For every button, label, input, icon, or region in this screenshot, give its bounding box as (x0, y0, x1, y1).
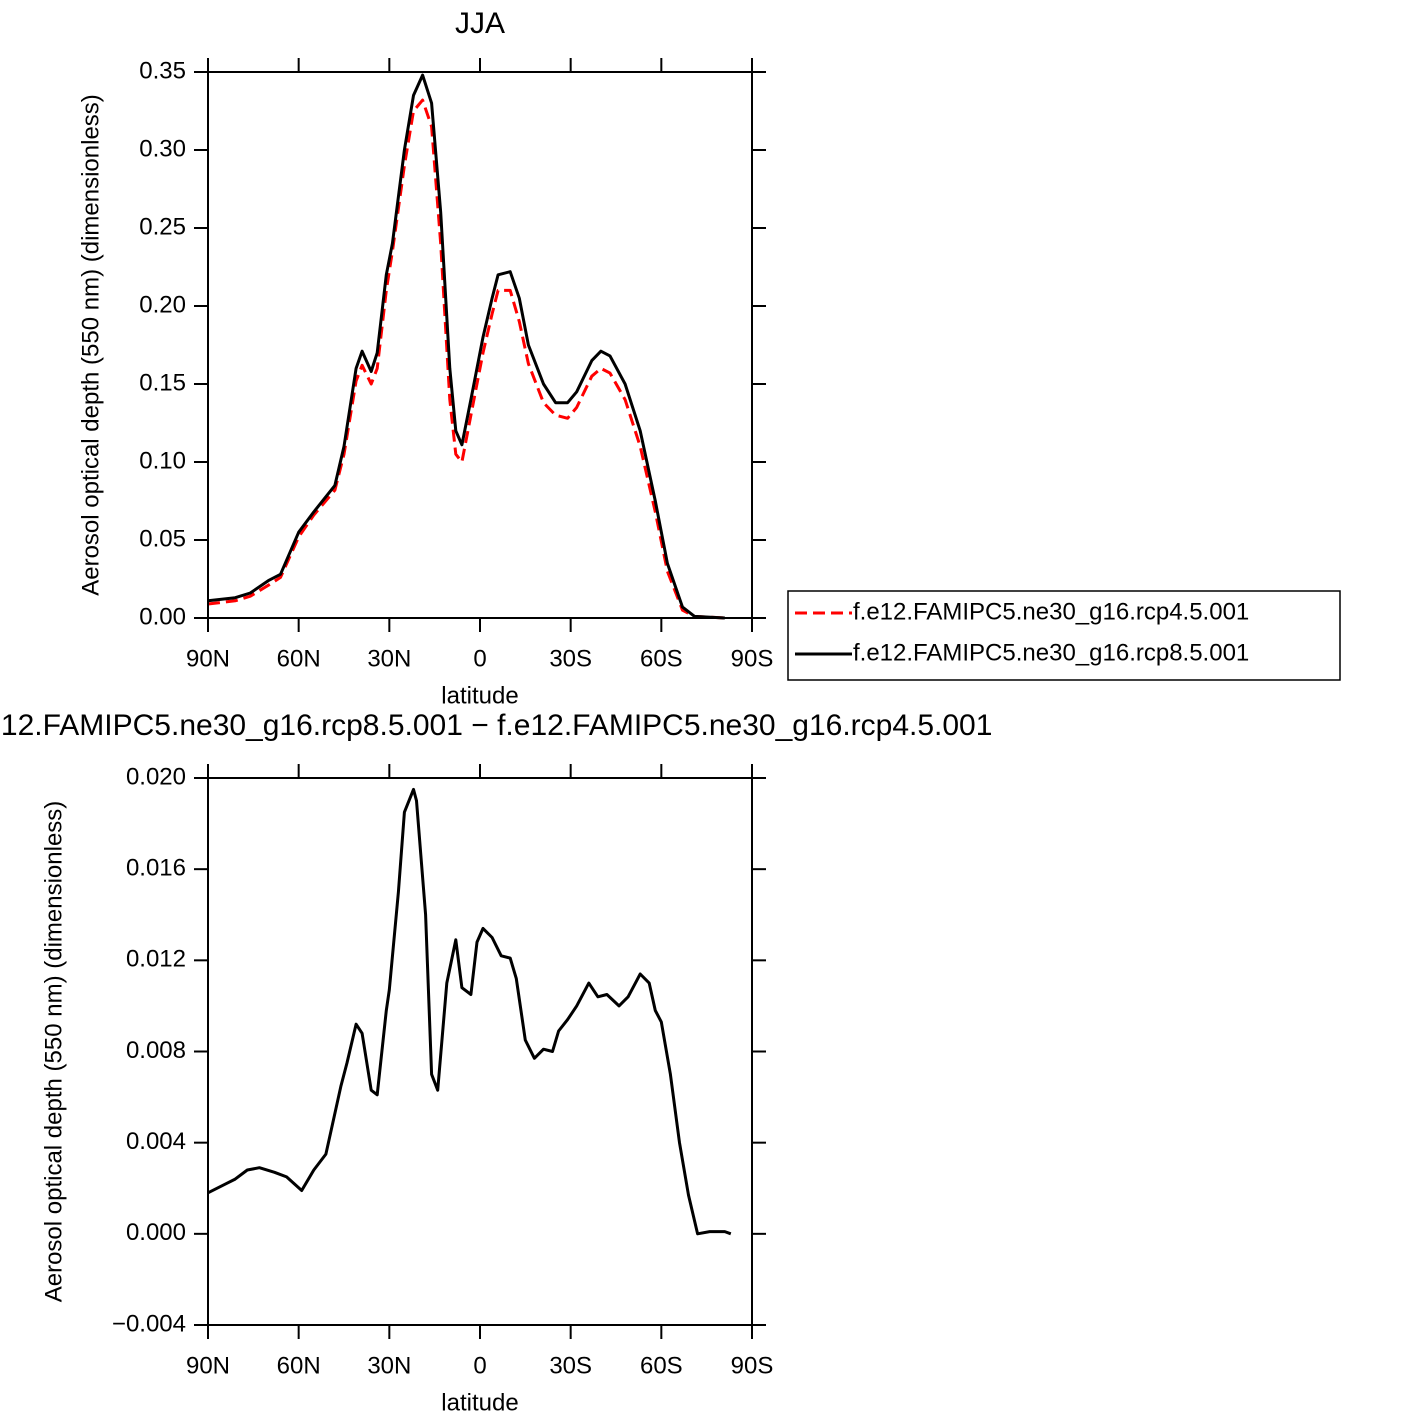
y-tick-label: 0.000 (126, 1219, 186, 1246)
y-axis-label: Aerosol optical depth (550 nm) (dimensio… (77, 94, 104, 596)
chart-title: f.e12.FAMIPC5.ne30_g16.rcp8.5.001 − f.e1… (0, 709, 992, 742)
data-line (207, 73, 725, 620)
y-axis-label: Aerosol optical depth (550 nm) (dimensio… (40, 801, 67, 1303)
x-tick-label: 0 (473, 1352, 486, 1379)
data-line (207, 787, 732, 1236)
y-tick-label: 0.004 (126, 1128, 186, 1155)
y-tick-label: 0.020 (126, 763, 186, 790)
y-tick-label: 0.10 (139, 447, 186, 474)
plot-frame (207, 71, 753, 619)
plot-frame (207, 777, 753, 1326)
x-tick-label: 30S (549, 1352, 592, 1379)
y-tick-label: 0.30 (139, 135, 186, 162)
y-tick-label: 0.35 (139, 57, 186, 84)
data-line (207, 98, 725, 620)
x-tick-label: 0 (473, 645, 486, 672)
y-tick-label: 0.05 (139, 525, 186, 552)
y-tick-label: 0.25 (139, 213, 186, 240)
chart-title: JJA (455, 7, 505, 40)
x-tick-label: 90S (731, 645, 774, 672)
y-tick-label: 0.012 (126, 946, 186, 973)
x-tick-label: 60S (640, 645, 683, 672)
y-tick-label: 0.008 (126, 1037, 186, 1064)
x-tick-label: 30N (367, 645, 411, 672)
legend-box (787, 590, 1341, 681)
x-axis-label: latitude (441, 682, 518, 709)
x-tick-label: 30S (549, 645, 592, 672)
x-tick-label: 90N (186, 645, 230, 672)
y-tick-label: 0.00 (139, 603, 186, 630)
y-tick-label: 0.20 (139, 291, 186, 318)
x-tick-label: 60S (640, 1352, 683, 1379)
y-tick-label: 0.016 (126, 855, 186, 882)
x-tick-label: 90N (186, 1352, 230, 1379)
x-tick-label: 60N (277, 645, 321, 672)
x-axis-label: latitude (441, 1389, 518, 1416)
y-tick-label: −0.004 (112, 1310, 186, 1337)
y-tick-label: 0.15 (139, 369, 186, 396)
x-tick-label: 30N (367, 1352, 411, 1379)
legend-label: f.e12.FAMIPC5.ne30_g16.rcp4.5.001 (853, 598, 1249, 625)
legend-label: f.e12.FAMIPC5.ne30_g16.rcp8.5.001 (853, 639, 1249, 666)
legend: f.e12.FAMIPC5.ne30_g16.rcp4.5.001 f.e12.F… (787, 590, 1341, 681)
x-tick-label: 90S (731, 1352, 774, 1379)
x-tick-label: 60N (277, 1352, 321, 1379)
